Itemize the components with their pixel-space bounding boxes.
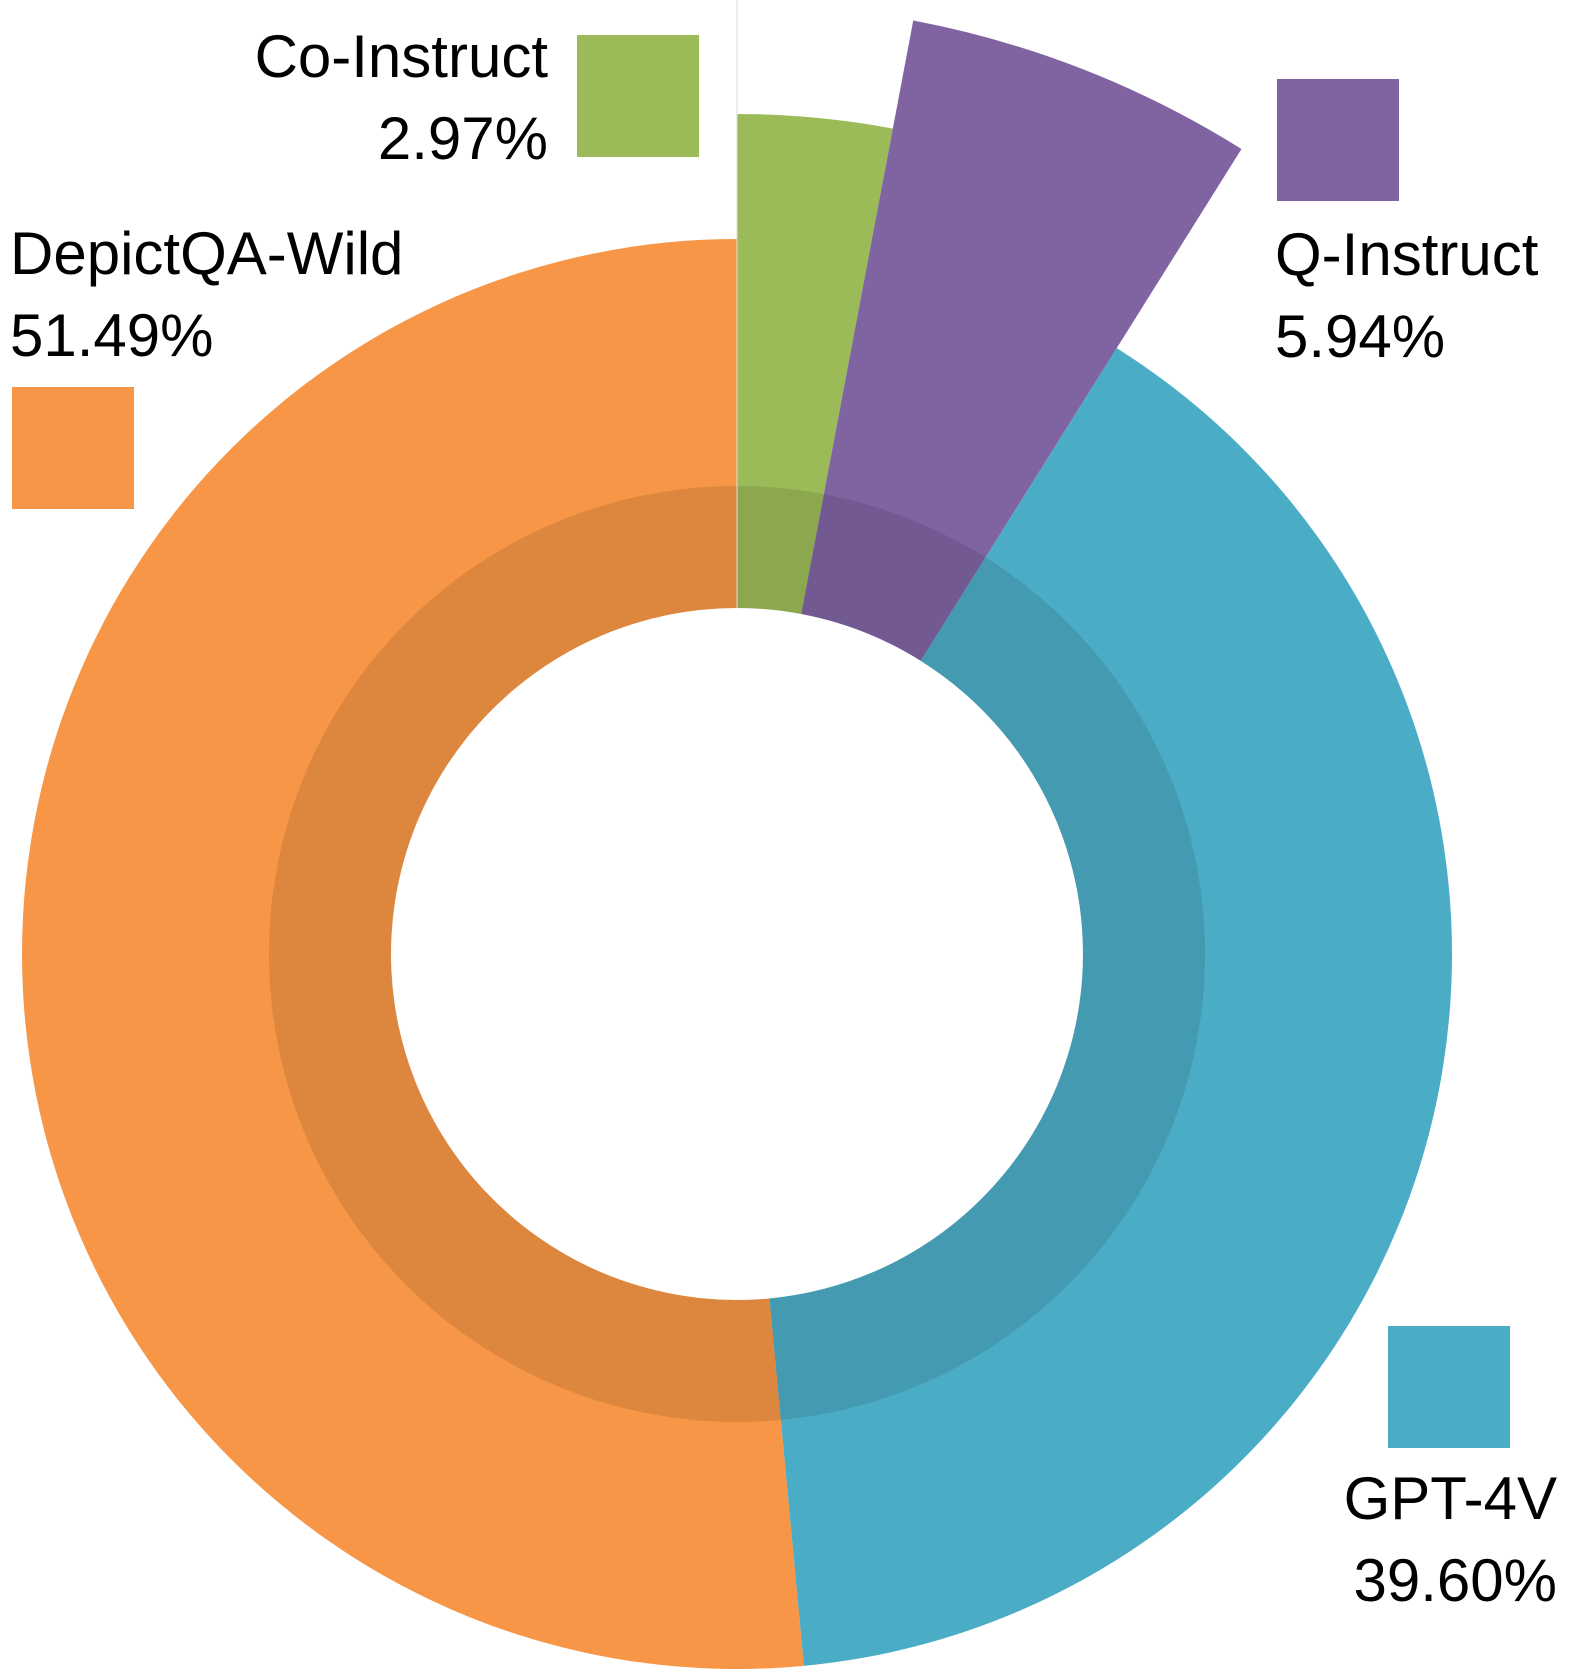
legend-name-gpt-4v: GPT-4V xyxy=(1344,1465,1557,1532)
inner-shade-ring xyxy=(269,0,1206,1422)
legend-value-depictqa-wild: 51.49% xyxy=(10,302,214,369)
chart-slices xyxy=(22,20,1453,1669)
slice-gpt-4v xyxy=(769,348,1453,1666)
legend-value-co-instruct: 2.97% xyxy=(378,105,548,172)
legend-swatch-depictqa-wild xyxy=(12,387,134,509)
legend-swatch-gpt-4v xyxy=(1388,1326,1510,1448)
slice-co-instruct xyxy=(737,114,893,615)
legend-swatch-co-instruct xyxy=(577,35,699,157)
slice-q-instruct xyxy=(801,20,1242,661)
legend-name-co-instruct: Co-Instruct xyxy=(255,23,549,90)
legend-swatch-q-instruct xyxy=(1277,79,1399,201)
chart-legend: Co-Instruct 2.97% Q-Instruct 5.94% GPT-4… xyxy=(10,23,1557,1614)
legend-name-q-instruct: Q-Instruct xyxy=(1275,221,1539,288)
legend-value-gpt-4v: 39.60% xyxy=(1354,1547,1558,1614)
legend-name-depictqa-wild: DepictQA-Wild xyxy=(10,220,403,287)
slice-depictqa-wild xyxy=(22,239,804,1669)
legend-value-q-instruct: 5.94% xyxy=(1275,303,1445,370)
inner-shade-band xyxy=(269,486,1206,1422)
